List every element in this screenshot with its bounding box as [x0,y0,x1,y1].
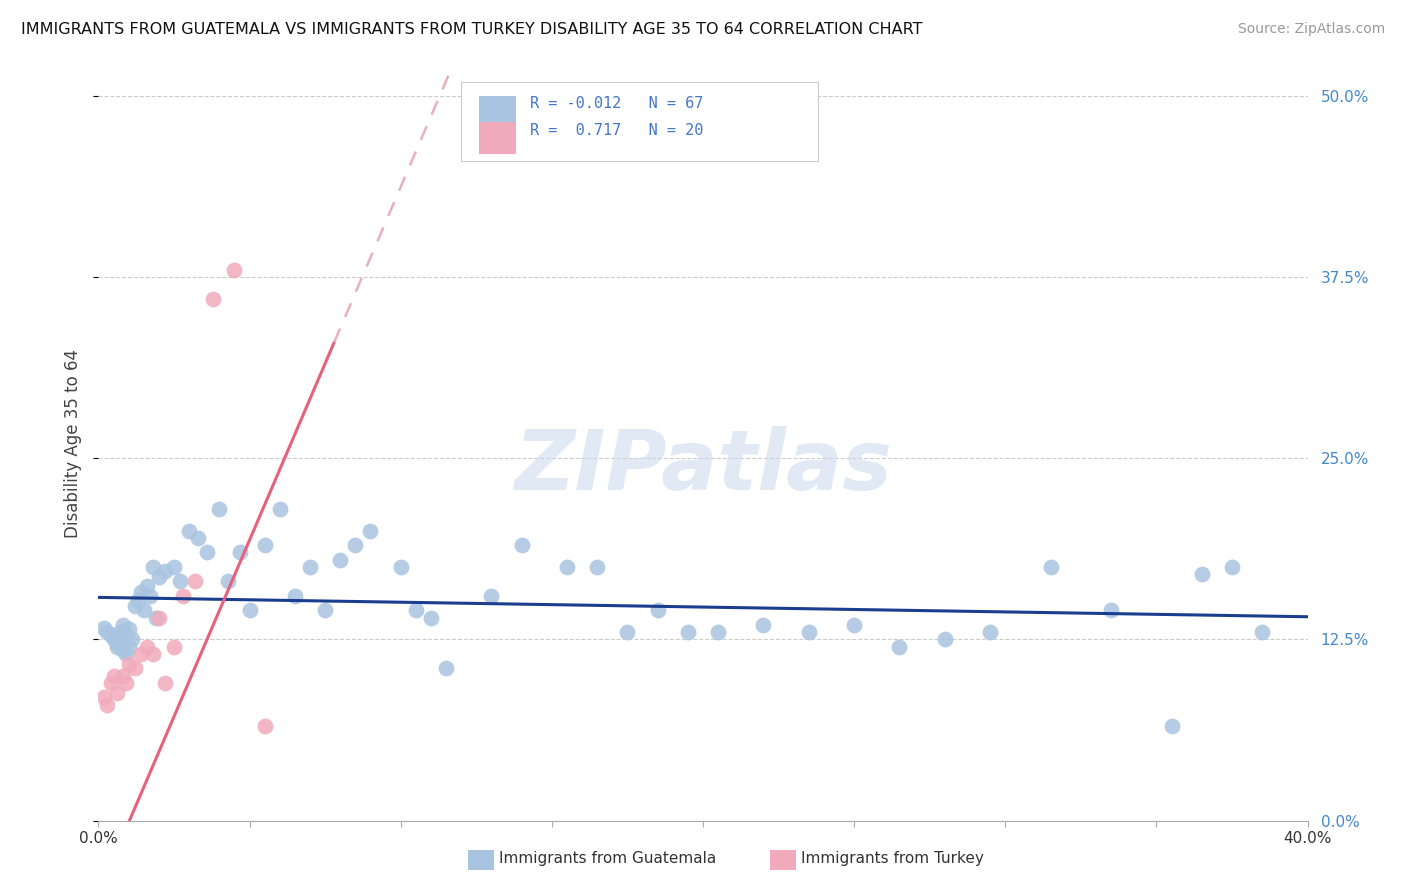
FancyBboxPatch shape [479,122,516,153]
Point [103,669,125,683]
Point [129,584,152,599]
Point [96,625,118,640]
Point [253,538,276,552]
Point [979,625,1001,640]
Point [344,538,367,552]
Point [187,531,209,545]
Point [405,603,427,617]
Point [93,690,115,705]
Point [124,599,146,614]
Point [616,625,638,640]
Point [676,625,699,640]
Point [195,545,218,559]
Point [142,560,165,574]
Point [284,589,307,603]
Text: IMMIGRANTS FROM GUATEMALA VS IMMIGRANTS FROM TURKEY DISABILITY AGE 35 TO 64 CORR: IMMIGRANTS FROM GUATEMALA VS IMMIGRANTS … [21,22,922,37]
Text: R = -0.012   N = 67: R = -0.012 N = 67 [530,95,703,111]
Text: Immigrants from Turkey: Immigrants from Turkey [801,851,984,865]
Text: ZIPatlas: ZIPatlas [515,425,891,507]
Text: Source: ZipAtlas.com: Source: ZipAtlas.com [1237,22,1385,37]
Point [253,719,276,733]
Point [103,630,125,644]
Point [148,611,170,625]
Point [1039,560,1062,574]
Point [105,640,128,654]
Point [797,625,820,640]
Point [118,657,141,672]
Point [114,628,136,642]
Point [752,618,775,632]
Point [96,698,118,712]
Point [360,524,382,538]
Point [111,642,134,657]
Point [124,661,146,675]
Point [208,502,231,516]
Point [172,589,194,603]
Point [132,603,155,617]
Point [114,647,136,661]
Point [217,574,239,589]
Point [108,625,131,640]
Point [103,632,125,647]
Text: R =  0.717   N = 20: R = 0.717 N = 20 [530,123,703,138]
Point [111,618,134,632]
Point [127,593,149,607]
Point [118,623,141,637]
Point [139,589,162,603]
Point [329,553,352,567]
Point [586,560,609,574]
Point [100,628,122,642]
Point [299,560,322,574]
Point [1220,560,1243,574]
Point [148,570,170,584]
Point [389,560,412,574]
Y-axis label: Disability Age 35 to 64: Disability Age 35 to 64 [65,350,83,538]
Point [1191,567,1213,582]
Point [153,565,176,579]
Point [934,632,956,647]
Point [481,589,503,603]
Point [224,262,246,277]
Point [114,676,136,690]
Point [239,603,262,617]
Point [153,676,176,690]
Point [121,632,143,647]
Point [135,640,157,654]
Point [647,603,669,617]
Point [179,524,201,538]
FancyBboxPatch shape [479,95,516,128]
Point [100,676,122,690]
Point [169,574,191,589]
Point [434,661,457,675]
Point [129,647,152,661]
Point [420,611,443,625]
Point [889,640,911,654]
Point [108,632,131,647]
Point [202,292,225,306]
Point [707,625,730,640]
Point [118,640,141,654]
Point [184,574,207,589]
Point [555,560,578,574]
Point [163,640,186,654]
Text: Immigrants from Guatemala: Immigrants from Guatemala [499,851,717,865]
Point [142,647,165,661]
Point [105,637,128,651]
Point [844,618,866,632]
Point [314,603,336,617]
Point [105,686,128,700]
Point [1099,603,1122,617]
Point [229,545,252,559]
Point [269,502,291,516]
Point [145,611,167,625]
Point [135,579,157,593]
Point [93,621,115,635]
Point [510,538,533,552]
Point [1251,625,1274,640]
Point [1160,719,1182,733]
Point [163,560,186,574]
Point [111,669,134,683]
FancyBboxPatch shape [461,82,818,161]
